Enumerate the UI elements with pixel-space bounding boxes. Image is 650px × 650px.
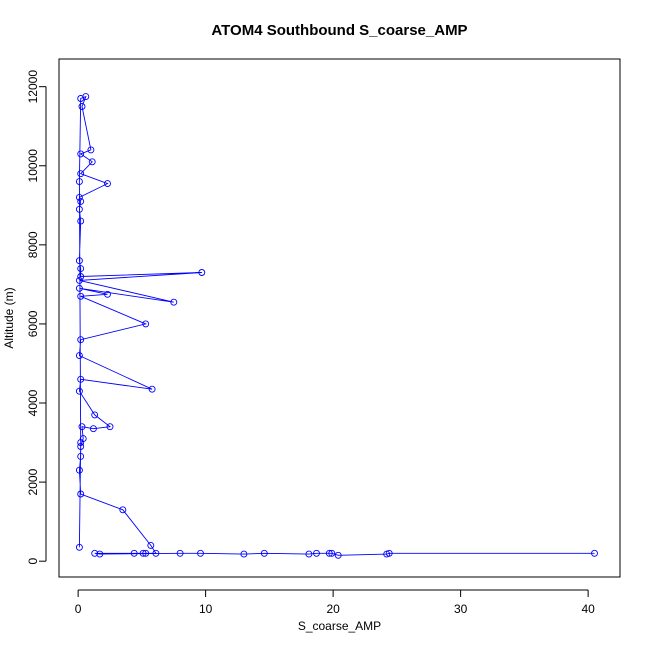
- data-point: [77, 336, 85, 344]
- data-point: [591, 549, 598, 557]
- y-tick-label: 0: [26, 558, 40, 565]
- data-point: [77, 375, 85, 383]
- data-point: [77, 217, 85, 225]
- data-point: [75, 543, 83, 551]
- data-point: [139, 549, 147, 557]
- data-point: [96, 550, 104, 558]
- data-point: [75, 193, 83, 201]
- data-point: [88, 158, 96, 166]
- data-point: [77, 490, 85, 498]
- data-point: [106, 423, 114, 431]
- data-point: [77, 150, 85, 158]
- data-point: [334, 551, 342, 559]
- data-point: [87, 146, 95, 154]
- data-point: [75, 276, 83, 284]
- y-tick-label: 2000: [26, 468, 40, 495]
- data-point: [130, 549, 138, 557]
- data-point: [75, 352, 83, 360]
- data-point: [77, 265, 85, 273]
- data-point: [75, 257, 83, 265]
- data-point: [385, 549, 393, 557]
- series-layer: [75, 93, 598, 559]
- y-axis: 0 2000 4000 6000 8000 10000 12000: [26, 70, 47, 565]
- y-axis-label: Altitude (m): [2, 287, 16, 348]
- data-point: [328, 549, 336, 557]
- data-point: [260, 549, 268, 557]
- y-tick-label: 6000: [26, 310, 40, 337]
- data-point: [75, 387, 83, 395]
- x-tick-label: 10: [199, 602, 213, 616]
- x-tick-label: 20: [326, 602, 340, 616]
- data-point: [119, 506, 127, 514]
- data-point: [77, 443, 85, 450]
- data-point: [142, 549, 150, 557]
- data-point: [240, 550, 248, 558]
- data-point: [170, 298, 178, 306]
- series-line: [78, 95, 595, 556]
- data-point: [147, 541, 155, 549]
- data-point: [75, 205, 83, 213]
- x-tick-label: 0: [75, 602, 82, 616]
- data-point: [104, 180, 111, 188]
- data-point: [152, 549, 160, 557]
- data-point: [75, 178, 83, 186]
- data-point: [197, 549, 204, 557]
- data-point: [198, 269, 206, 276]
- data-point: [79, 435, 87, 443]
- chart-title: ATOM4 Southbound S_coarse_AMP: [211, 22, 467, 39]
- data-point: [82, 93, 90, 101]
- y-tick-label: 4000: [26, 389, 40, 416]
- y-tick-label: 8000: [26, 231, 40, 258]
- data-point: [75, 466, 83, 474]
- data-point: [325, 549, 333, 557]
- data-point: [313, 549, 320, 557]
- y-tick-label: 10000: [26, 149, 40, 183]
- data-point: [77, 452, 85, 460]
- data-point: [77, 197, 85, 205]
- data-point: [78, 423, 86, 431]
- data-point: [148, 385, 156, 393]
- data-point: [75, 284, 83, 292]
- data-point: [89, 425, 97, 433]
- x-axis-label: S_coarse_AMP: [298, 619, 381, 633]
- x-tick-label: 40: [581, 602, 595, 616]
- plot-frame: [58, 58, 621, 578]
- data-point: [104, 290, 111, 298]
- data-point: [176, 549, 184, 557]
- data-point: [77, 273, 85, 280]
- y-tick-label: 12000: [26, 70, 40, 104]
- x-axis: 0 10 20 30 40: [75, 589, 595, 616]
- data-point: [305, 550, 313, 558]
- data-point: [91, 549, 99, 557]
- data-point: [91, 411, 99, 419]
- data-point: [77, 170, 85, 178]
- data-point: [77, 292, 85, 300]
- data-point: [142, 320, 150, 328]
- x-tick-label: 30: [454, 602, 468, 616]
- data-point: [78, 103, 86, 110]
